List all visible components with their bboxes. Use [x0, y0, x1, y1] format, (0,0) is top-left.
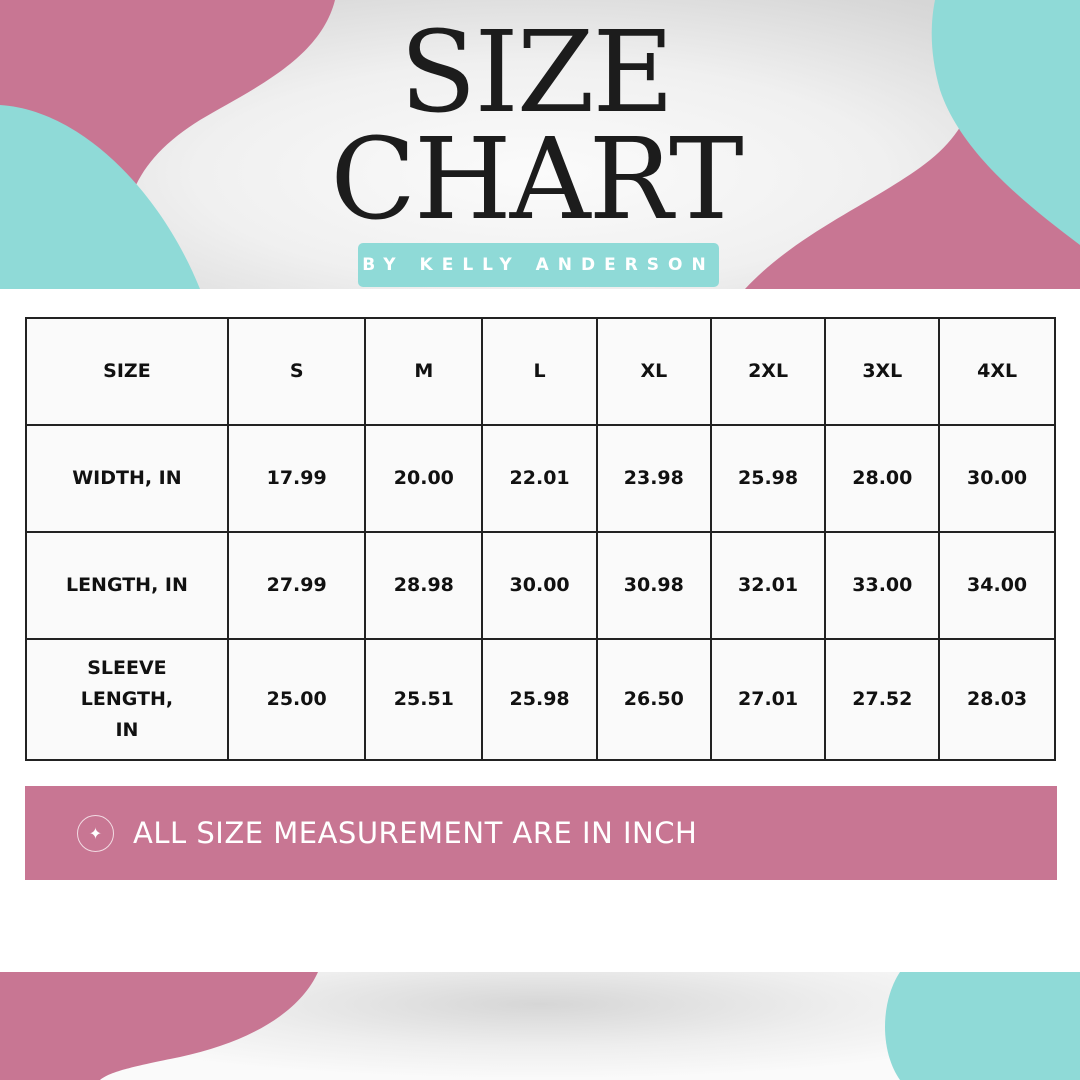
table-cell: 30.00: [938, 424, 1056, 533]
table-cell: 17.99: [226, 424, 367, 533]
table-cell: 32.01: [709, 531, 827, 640]
row-label: LENGTH, IN: [25, 531, 229, 640]
decorative-blobs: [0, 0, 1080, 289]
column-header: S: [226, 317, 367, 426]
measurement-note-text: ALL SIZE MEASUREMENT ARE IN INCH: [133, 816, 698, 850]
table-cell: 23.98: [595, 424, 712, 533]
column-header: 3XL: [824, 317, 941, 426]
byline-badge: BY KELLY ANDERSON: [358, 243, 719, 287]
table-cell: 28.98: [364, 531, 484, 640]
table-cell: 30.00: [481, 531, 598, 640]
sparkle-icon: ✦: [77, 814, 114, 852]
table-cell: 22.01: [481, 424, 598, 533]
decorative-blobs: [0, 972, 1080, 1080]
title-line-1: SIZE: [399, 8, 675, 138]
column-header: XL: [595, 317, 712, 426]
table-cell: 30.98: [595, 531, 712, 640]
table-cell: 26.50: [595, 638, 712, 761]
table-cell: 28.03: [938, 638, 1056, 761]
table-cell: 27.99: [226, 531, 367, 640]
column-header: L: [481, 317, 598, 426]
footer-banner: [0, 972, 1080, 1080]
column-header: M: [364, 317, 484, 426]
column-header: SIZE: [25, 317, 229, 426]
table-row: LENGTH, IN 27.99 28.98 30.00 30.98 32.01…: [25, 531, 1056, 640]
table-header-row: SIZE S M L XL 2XL 3XL 4XL: [25, 317, 1056, 426]
table-cell: 27.52: [824, 638, 941, 761]
title-line-2: CHART: [330, 115, 743, 245]
table-row: SLEEVE LENGTH, IN 25.00 25.51 25.98 26.5…: [25, 638, 1056, 761]
table-cell: 25.00: [226, 638, 367, 761]
table-row: WIDTH, IN 17.99 20.00 22.01 23.98 25.98 …: [25, 424, 1056, 533]
table-cell: 33.00: [824, 531, 941, 640]
column-header: 4XL: [938, 317, 1056, 426]
measurement-note-bar: ✦ ALL SIZE MEASUREMENT ARE IN INCH: [25, 786, 1057, 880]
table-cell: 34.00: [938, 531, 1056, 640]
table-cell: 20.00: [364, 424, 484, 533]
table-cell: 25.98: [481, 638, 598, 761]
column-header: 2XL: [709, 317, 827, 426]
row-label: WIDTH, IN: [25, 424, 229, 533]
table-cell: 25.51: [364, 638, 484, 761]
size-table: SIZE S M L XL 2XL 3XL 4XL WIDTH, IN 17.9…: [25, 317, 1056, 761]
table-cell: 28.00: [824, 424, 941, 533]
row-label: SLEEVE LENGTH, IN: [25, 638, 229, 761]
header-banner: SIZE CHART BY KELLY ANDERSON: [0, 0, 1080, 289]
table-cell: 27.01: [709, 638, 827, 761]
table-cell: 25.98: [709, 424, 827, 533]
